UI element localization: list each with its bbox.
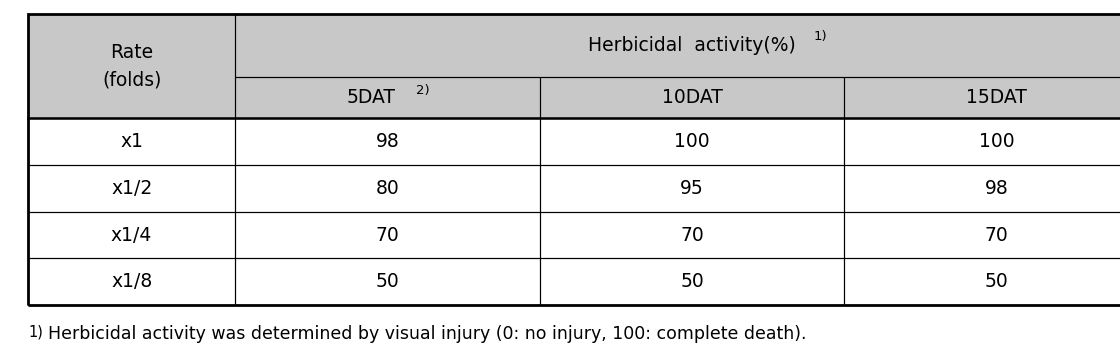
Bar	[844, 258, 1120, 305]
Bar	[28, 14, 235, 118]
Bar	[28, 165, 235, 212]
Text: 1): 1)	[28, 325, 43, 340]
Bar	[28, 14, 235, 118]
Bar	[28, 14, 1120, 305]
Text: 2): 2)	[416, 84, 429, 97]
Text: 1): 1)	[813, 30, 827, 43]
Bar	[235, 258, 540, 305]
Text: 98: 98	[984, 179, 1009, 198]
Bar	[540, 258, 844, 305]
Bar	[540, 77, 844, 118]
Bar	[28, 118, 235, 165]
Bar	[235, 165, 540, 212]
Text: Herbicidal  activity(%): Herbicidal activity(%)	[588, 36, 796, 55]
Text: 50: 50	[375, 272, 400, 291]
Bar	[28, 118, 235, 165]
Bar	[844, 165, 1120, 212]
Bar	[844, 258, 1120, 305]
Bar	[235, 77, 540, 118]
Bar	[844, 212, 1120, 258]
Bar	[235, 212, 540, 258]
Bar	[844, 118, 1120, 165]
Text: Rate
(folds): Rate (folds)	[102, 43, 161, 90]
Bar	[235, 212, 540, 258]
Bar	[540, 165, 844, 212]
Bar	[235, 118, 540, 165]
Bar	[540, 118, 844, 165]
Text: 70: 70	[375, 226, 400, 244]
Text: 100: 100	[979, 132, 1015, 151]
Bar	[540, 77, 844, 118]
Bar	[235, 118, 540, 165]
Text: Herbicidal activity was determined by visual injury (0: no injury, 100: complete: Herbicidal activity was determined by vi…	[48, 325, 806, 343]
Text: x1: x1	[120, 132, 143, 151]
Text: x1/2: x1/2	[111, 179, 152, 198]
Text: 70: 70	[984, 226, 1009, 244]
Bar	[235, 165, 540, 212]
Bar	[540, 118, 844, 165]
Text: 5DAT: 5DAT	[346, 88, 395, 107]
Bar	[28, 258, 235, 305]
Bar	[235, 258, 540, 305]
Bar	[844, 77, 1120, 118]
Bar	[540, 165, 844, 212]
Bar	[235, 77, 540, 118]
Bar	[28, 258, 235, 305]
Text: 50: 50	[984, 272, 1009, 291]
Text: 95: 95	[680, 179, 704, 198]
Bar	[235, 14, 1120, 77]
Text: 100: 100	[674, 132, 710, 151]
Bar	[28, 165, 235, 212]
Bar	[844, 118, 1120, 165]
Text: x1/4: x1/4	[111, 226, 152, 244]
Bar	[28, 212, 235, 258]
Text: 80: 80	[375, 179, 400, 198]
Text: x1/8: x1/8	[111, 272, 152, 291]
Text: 15DAT: 15DAT	[967, 88, 1027, 107]
Text: 70: 70	[680, 226, 704, 244]
Text: 10DAT: 10DAT	[662, 88, 722, 107]
Bar	[235, 14, 1120, 77]
Bar	[540, 258, 844, 305]
Bar	[28, 212, 235, 258]
Bar	[844, 165, 1120, 212]
Bar	[844, 77, 1120, 118]
Bar	[844, 212, 1120, 258]
Text: 50: 50	[680, 272, 704, 291]
Bar	[540, 212, 844, 258]
Text: 98: 98	[375, 132, 400, 151]
Bar	[540, 212, 844, 258]
